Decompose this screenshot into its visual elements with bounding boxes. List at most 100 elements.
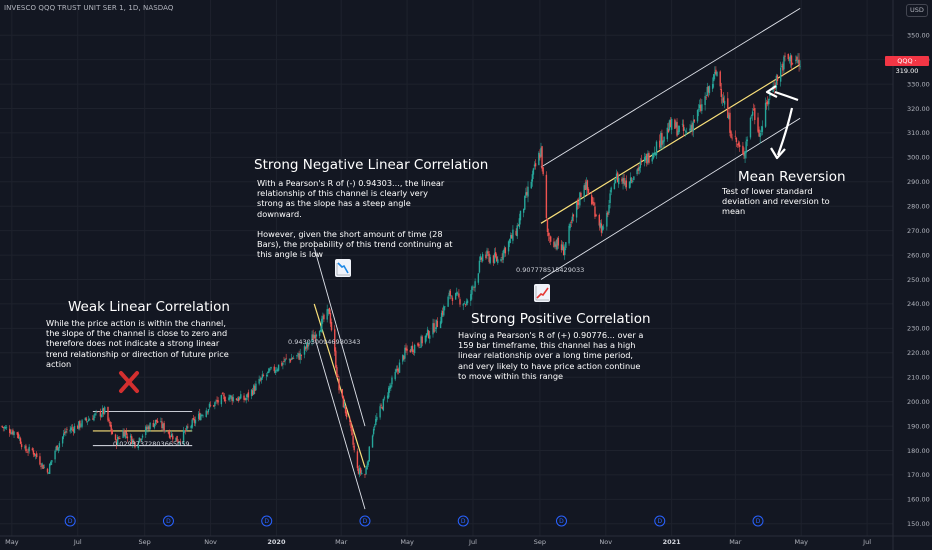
dividend-label: D xyxy=(559,518,564,525)
candle-body xyxy=(738,144,741,147)
candle-body xyxy=(111,430,113,435)
currency-button[interactable]: USD xyxy=(906,4,928,17)
candle-body xyxy=(570,221,572,223)
x-tick-label: Nov xyxy=(599,538,612,546)
candle-body xyxy=(217,400,219,403)
candle-body xyxy=(396,368,399,371)
candle-body xyxy=(16,432,18,435)
candle-body xyxy=(464,304,467,305)
candle-body xyxy=(501,256,503,258)
dividend-marker-icon xyxy=(457,515,469,527)
candle-body xyxy=(470,294,472,301)
candle-body xyxy=(564,248,566,256)
dividend-marker-icon xyxy=(359,515,371,527)
candle-body xyxy=(454,293,457,300)
dividend-marker-icon xyxy=(555,515,567,527)
candle-body xyxy=(11,431,13,434)
candle-body xyxy=(125,431,128,435)
candle-body xyxy=(341,389,343,397)
candle-body xyxy=(462,304,464,306)
candle-body xyxy=(714,72,716,74)
candle-body xyxy=(622,178,624,184)
candle-body xyxy=(185,430,187,432)
candle-body xyxy=(237,397,240,401)
candlestick-series[interactable] xyxy=(1,52,801,478)
candle-body xyxy=(65,430,67,433)
candle-body xyxy=(729,112,731,133)
y-tick-label: 160.00 xyxy=(907,496,930,504)
candle-body xyxy=(533,164,536,167)
candle-body xyxy=(599,222,602,228)
y-tick-label: 290.00 xyxy=(907,178,930,186)
candle-body xyxy=(568,225,570,244)
candle-body xyxy=(610,187,612,193)
dividend-label: D xyxy=(68,518,73,525)
candle-body xyxy=(527,186,529,197)
candle-body xyxy=(168,431,171,438)
candle-body xyxy=(70,427,72,431)
candle-body xyxy=(624,182,626,185)
candle-body xyxy=(42,464,44,469)
candle-body xyxy=(592,201,594,203)
candle-body xyxy=(258,378,260,384)
candle-body xyxy=(629,177,632,184)
candle-body xyxy=(250,389,253,396)
mean-reversion-arrows xyxy=(765,85,799,160)
candle-body xyxy=(261,374,264,379)
candle-body xyxy=(380,405,382,406)
candle-body xyxy=(781,66,783,68)
candle-body xyxy=(782,63,784,71)
y-tick-label: 270.00 xyxy=(907,227,930,235)
candle-body xyxy=(409,350,412,353)
candle-body xyxy=(334,329,336,352)
candle-body xyxy=(548,237,551,239)
x-tick-label: Mar xyxy=(729,538,742,546)
candle-body xyxy=(662,140,664,144)
candle-body xyxy=(337,375,339,377)
candle-body xyxy=(602,227,605,229)
candle-body xyxy=(760,130,762,132)
candle-body xyxy=(591,195,593,205)
candle-body xyxy=(145,426,147,436)
candle-body xyxy=(101,408,104,415)
mean-reversion-body: Test of lower standard deviation and rev… xyxy=(722,186,848,217)
candle-body xyxy=(654,153,657,156)
candle-body xyxy=(693,119,696,122)
candle-body xyxy=(285,357,287,359)
candle-body xyxy=(365,468,367,475)
candle-body xyxy=(653,152,656,154)
candle-body xyxy=(323,314,325,320)
candle-body xyxy=(254,386,256,392)
candle-body xyxy=(432,323,434,335)
candle-body xyxy=(63,433,65,437)
candle-body xyxy=(276,369,279,372)
candle-body xyxy=(433,323,435,333)
y-tick-label: 220.00 xyxy=(907,349,930,357)
candle-body xyxy=(660,132,662,149)
candle-body xyxy=(744,151,746,159)
y-tick-label: 350.00 xyxy=(907,32,930,40)
candle-body xyxy=(466,300,469,304)
candle-body xyxy=(727,98,729,118)
candle-body xyxy=(77,425,79,429)
candle-body xyxy=(465,301,468,305)
candle-body xyxy=(587,188,590,194)
candle-body xyxy=(737,142,740,146)
candle-body xyxy=(243,395,245,400)
candle-body xyxy=(156,421,159,423)
symbol-title: INVESCO QQQ TRUST UNIT SER 1, 1D, NASDAQ xyxy=(4,4,174,12)
candle-body xyxy=(133,440,135,442)
candle-body xyxy=(178,441,180,444)
y-tick-label: 200.00 xyxy=(907,398,930,406)
candle-body xyxy=(502,250,504,260)
candle-body xyxy=(734,135,737,137)
candle-body xyxy=(691,124,693,130)
candle-body xyxy=(239,397,241,400)
candle-body xyxy=(669,119,672,128)
negative-channel-r-value: 0.9430300946980343 xyxy=(288,338,361,346)
candle-body xyxy=(586,180,589,191)
candle-body xyxy=(162,424,164,429)
candle-body xyxy=(163,423,165,432)
